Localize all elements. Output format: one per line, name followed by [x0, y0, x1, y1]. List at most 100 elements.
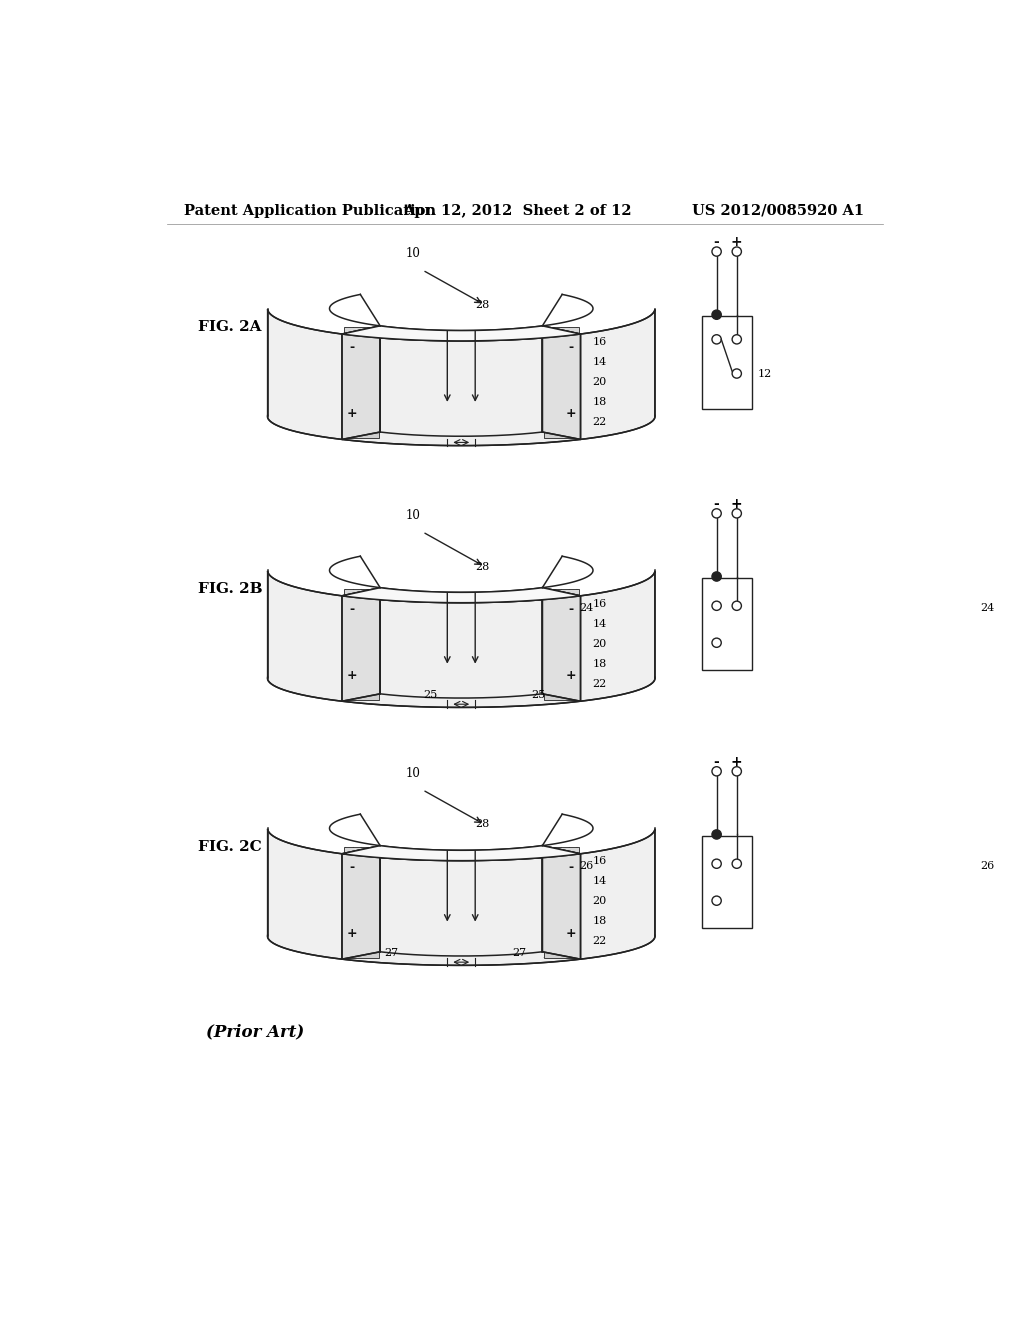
Circle shape: [712, 638, 721, 647]
Text: 27: 27: [512, 948, 526, 958]
Text: 24: 24: [579, 603, 593, 612]
Text: 24: 24: [980, 603, 994, 612]
Polygon shape: [267, 572, 655, 708]
Text: +: +: [565, 407, 577, 420]
Polygon shape: [342, 587, 380, 701]
Text: FIG. 2C: FIG. 2C: [198, 840, 261, 854]
Text: -: -: [714, 755, 720, 770]
Polygon shape: [342, 846, 380, 960]
Polygon shape: [544, 327, 579, 364]
Text: 20: 20: [592, 639, 606, 648]
Text: -: -: [349, 861, 354, 874]
Text: -: -: [349, 603, 354, 615]
Circle shape: [712, 310, 721, 319]
Circle shape: [712, 335, 721, 345]
Polygon shape: [342, 326, 581, 341]
Polygon shape: [342, 587, 581, 603]
Polygon shape: [544, 589, 579, 626]
Text: 14: 14: [592, 876, 606, 887]
Text: 27: 27: [384, 948, 398, 958]
Polygon shape: [544, 401, 579, 438]
Text: Patent Application Publication: Patent Application Publication: [183, 203, 436, 218]
Polygon shape: [343, 663, 379, 700]
Circle shape: [732, 247, 741, 256]
Polygon shape: [544, 364, 579, 401]
Polygon shape: [267, 310, 655, 446]
Text: (Prior Art): (Prior Art): [206, 1024, 304, 1041]
Polygon shape: [544, 663, 579, 700]
Text: 28: 28: [475, 561, 489, 572]
Text: -: -: [568, 603, 573, 615]
Circle shape: [732, 767, 741, 776]
Text: 25: 25: [531, 690, 546, 700]
Polygon shape: [343, 327, 379, 364]
Text: +: +: [346, 927, 357, 940]
Polygon shape: [342, 846, 581, 861]
Text: 18: 18: [592, 916, 606, 927]
Text: 16: 16: [592, 337, 606, 347]
Polygon shape: [343, 847, 379, 884]
Circle shape: [712, 767, 721, 776]
Text: +: +: [731, 755, 742, 770]
Text: 28: 28: [475, 300, 489, 310]
Bar: [701, 578, 752, 671]
Text: US 2012/0085920 A1: US 2012/0085920 A1: [692, 203, 864, 218]
Circle shape: [712, 830, 721, 840]
Circle shape: [732, 859, 741, 869]
Text: +: +: [346, 407, 357, 420]
Polygon shape: [544, 626, 579, 663]
Bar: [701, 317, 752, 409]
Circle shape: [732, 335, 741, 345]
Circle shape: [712, 896, 721, 906]
Polygon shape: [343, 364, 379, 401]
Circle shape: [732, 601, 741, 610]
Bar: [701, 836, 752, 928]
Text: +: +: [731, 498, 742, 511]
Circle shape: [732, 508, 741, 517]
Text: 14: 14: [592, 619, 606, 628]
Text: 18: 18: [592, 659, 606, 668]
Text: 20: 20: [592, 376, 606, 387]
Text: +: +: [346, 669, 357, 682]
Text: -: -: [349, 341, 354, 354]
Text: 16: 16: [592, 857, 606, 866]
Circle shape: [712, 247, 721, 256]
Circle shape: [732, 368, 741, 378]
Text: -: -: [714, 235, 720, 249]
Text: 14: 14: [592, 356, 606, 367]
Text: +: +: [731, 235, 742, 249]
Text: 22: 22: [592, 417, 606, 426]
Polygon shape: [267, 829, 655, 965]
Circle shape: [712, 601, 721, 610]
Polygon shape: [544, 921, 579, 957]
Polygon shape: [343, 921, 379, 957]
Polygon shape: [543, 587, 581, 701]
Text: 26: 26: [579, 861, 593, 871]
Text: -: -: [568, 341, 573, 354]
Text: 16: 16: [592, 598, 606, 609]
Text: FIG. 2B: FIG. 2B: [198, 582, 262, 595]
Text: 28: 28: [475, 820, 489, 829]
Text: 10: 10: [406, 767, 421, 780]
Polygon shape: [544, 884, 579, 921]
Circle shape: [712, 508, 721, 517]
Polygon shape: [343, 626, 379, 663]
Text: 10: 10: [406, 247, 421, 260]
Text: Apr. 12, 2012  Sheet 2 of 12: Apr. 12, 2012 Sheet 2 of 12: [403, 203, 632, 218]
Text: 26: 26: [980, 861, 994, 871]
Text: +: +: [565, 669, 577, 682]
Text: 18: 18: [592, 397, 606, 407]
Polygon shape: [342, 326, 380, 440]
Polygon shape: [543, 326, 581, 440]
Text: FIG. 2A: FIG. 2A: [198, 321, 261, 334]
Text: -: -: [568, 861, 573, 874]
Circle shape: [712, 859, 721, 869]
Text: -: -: [714, 498, 720, 511]
Polygon shape: [544, 847, 579, 884]
Circle shape: [712, 572, 721, 581]
Text: 20: 20: [592, 896, 606, 907]
Text: +: +: [565, 927, 577, 940]
Polygon shape: [343, 401, 379, 438]
Text: 22: 22: [592, 678, 606, 689]
Text: 12: 12: [758, 368, 772, 379]
